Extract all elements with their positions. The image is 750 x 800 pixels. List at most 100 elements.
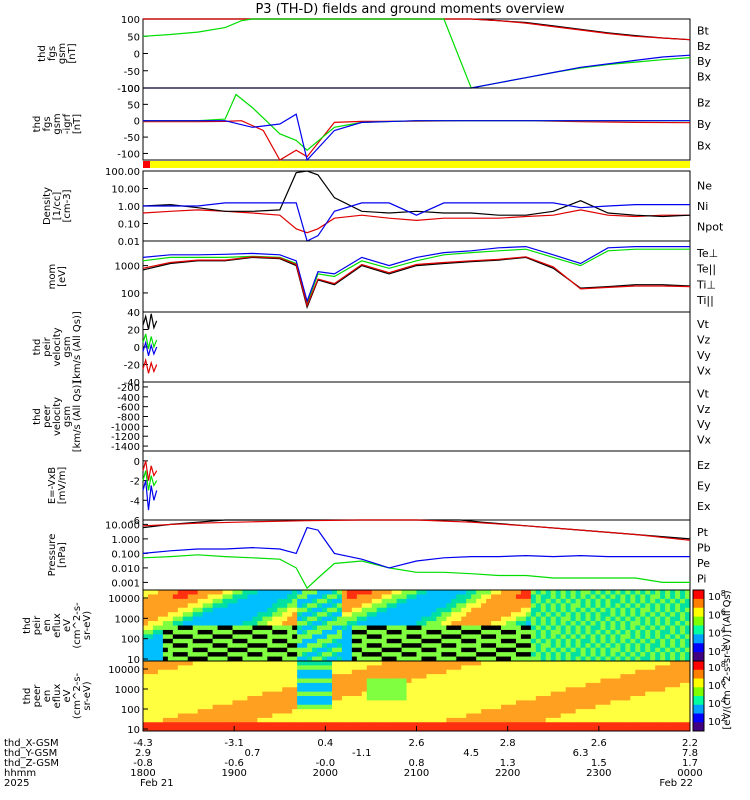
heatmap-cell xyxy=(366,722,373,728)
heatmap-cell xyxy=(535,665,542,671)
heatmap-cell xyxy=(257,590,263,595)
heatmap-cell xyxy=(645,700,651,706)
y-axis-label-line: gsm xyxy=(62,406,73,427)
heatmap-cell xyxy=(555,674,562,679)
heatmap-cell xyxy=(461,607,467,613)
heatmap-cell xyxy=(675,717,681,723)
heatmap-cell xyxy=(157,726,164,732)
heatmap-cell xyxy=(302,652,308,658)
heatmap-cell xyxy=(610,625,616,631)
heatmap-cell xyxy=(600,678,606,684)
heatmap-cell xyxy=(660,634,666,640)
heatmap-cell xyxy=(217,669,224,675)
heatmap-cell xyxy=(297,726,303,732)
heatmap-cell xyxy=(341,669,348,675)
heatmap-cell xyxy=(267,665,273,671)
heatmap-cell xyxy=(496,625,502,631)
heatmap-cell xyxy=(675,700,681,706)
heatmap-cell xyxy=(590,598,597,604)
heatmap-cell xyxy=(555,696,562,701)
heatmap-cell xyxy=(242,643,248,649)
heatmap-cell xyxy=(635,603,641,609)
heatmap-cell xyxy=(496,638,502,644)
heatmap-cell xyxy=(217,647,224,653)
heatmap-cell xyxy=(675,669,681,675)
heatmap-cell xyxy=(515,722,522,728)
heatmap-cell xyxy=(441,722,447,728)
heatmap-cell xyxy=(252,704,258,710)
heatmap-cell xyxy=(396,678,403,684)
heatmap-cell xyxy=(680,674,686,679)
heatmap-cell xyxy=(277,629,283,635)
heatmap-cell xyxy=(247,678,253,684)
heatmap-cell xyxy=(565,669,572,675)
heatmap-cell xyxy=(312,590,318,595)
heatmap-cell xyxy=(147,625,154,631)
heatmap-cell xyxy=(381,717,388,723)
heatmap-cell xyxy=(655,638,661,644)
heatmap-cell xyxy=(162,612,169,618)
heatmap-cell xyxy=(545,709,552,714)
panel-mode_bar xyxy=(143,161,691,168)
heatmap-cell xyxy=(620,594,626,600)
heatmap-cell xyxy=(550,643,557,649)
heatmap-cell xyxy=(585,669,592,675)
heatmap-cell xyxy=(685,665,691,671)
heatmap-cell xyxy=(222,625,229,631)
heatmap-cell xyxy=(685,709,691,714)
heatmap-cell xyxy=(192,625,199,631)
colorbar-segment xyxy=(693,643,704,653)
heatmap-cell xyxy=(451,590,457,595)
heatmap-cell xyxy=(535,661,542,666)
heatmap-cell xyxy=(167,665,174,671)
heatmap-cell xyxy=(272,638,278,644)
heatmap-cell xyxy=(217,643,224,649)
heatmap-cell xyxy=(267,638,273,644)
y-axis-label-line: gsm xyxy=(57,43,68,64)
heatmap-cell xyxy=(207,603,214,609)
heatmap-cell xyxy=(660,704,666,710)
heatmap-cell xyxy=(267,661,273,666)
heatmap-cell xyxy=(605,704,611,710)
heatmap-cell xyxy=(212,607,219,613)
heatmap-cell xyxy=(580,594,587,600)
heatmap-cell xyxy=(550,700,557,706)
heatmap-cell xyxy=(635,687,641,693)
heatmap-cell xyxy=(451,682,457,688)
heatmap-cell xyxy=(525,678,532,684)
heatmap-cell xyxy=(307,629,313,635)
heatmap-cell xyxy=(431,647,437,653)
heatmap-cell xyxy=(242,722,248,728)
heatmap-cell xyxy=(431,713,437,719)
heatmap-cell xyxy=(317,607,323,613)
y-axis-label-line: eflux xyxy=(52,684,63,709)
heatmap-cell xyxy=(540,594,547,600)
x-axis-value: -1.1 xyxy=(352,748,372,759)
heatmap-cell xyxy=(292,704,298,710)
heatmap-cell xyxy=(590,621,597,626)
heatmap-cell xyxy=(307,616,313,622)
heatmap-cell xyxy=(481,656,487,662)
heatmap-cell xyxy=(376,621,383,626)
heatmap-cell xyxy=(655,665,661,671)
heatmap-cell xyxy=(446,594,452,600)
heatmap-cell xyxy=(501,625,507,631)
heatmap-cell xyxy=(366,691,373,697)
heatmap-cell xyxy=(341,665,348,671)
heatmap-cell xyxy=(421,621,427,626)
heatmap-cell xyxy=(371,598,378,604)
heatmap-cell xyxy=(421,625,427,631)
heatmap-cell xyxy=(421,709,427,714)
heatmap-cell xyxy=(630,674,636,679)
heatmap-cell xyxy=(441,647,447,653)
heatmap-cell xyxy=(356,652,363,658)
heatmap-cell xyxy=(351,643,358,649)
heatmap-cell xyxy=(570,696,577,701)
heatmap-cell xyxy=(242,647,248,653)
heatmap-cell xyxy=(152,669,159,675)
heatmap-cell xyxy=(366,726,373,732)
heatmap-cell xyxy=(277,722,283,728)
heatmap-cell xyxy=(605,621,611,626)
heatmap-cell xyxy=(655,647,661,653)
heatmap-cell xyxy=(510,643,517,649)
